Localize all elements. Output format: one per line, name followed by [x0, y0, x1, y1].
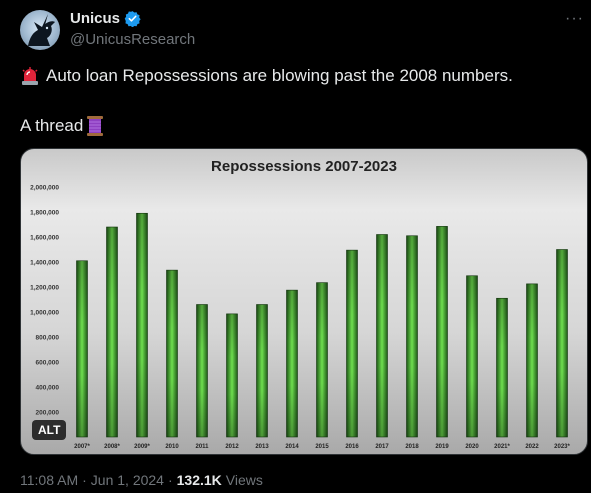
meta-separator: ·	[82, 472, 87, 488]
x-tick-label: 2009*	[134, 444, 150, 450]
bar	[466, 275, 478, 438]
x-tick-label: 2015	[315, 444, 329, 450]
y-tick-label: 1,800,000	[30, 210, 59, 217]
y-tick-label: 1,200,000	[30, 285, 59, 292]
bar	[496, 297, 508, 438]
y-tick-label: 2,000,000	[30, 185, 59, 192]
x-tick-label: 2014	[285, 444, 299, 450]
views-label: Views	[225, 472, 263, 488]
bar	[136, 212, 148, 438]
x-tick-label: 2019	[435, 444, 449, 450]
verified-badge-icon	[124, 11, 141, 27]
x-tick-label: 2016	[345, 444, 359, 450]
x-tick-label: 2021*	[494, 444, 510, 450]
y-tick-label: 600,000	[36, 360, 60, 367]
bar	[346, 249, 358, 438]
bar	[526, 283, 538, 438]
bar	[286, 289, 298, 438]
tweet-text: Auto loan Repossessions are blowing past…	[46, 66, 513, 85]
more-options-icon[interactable]: ···	[565, 10, 584, 27]
author-handle[interactable]: @UnicusResearch	[70, 31, 196, 48]
bar	[556, 249, 568, 438]
alt-badge[interactable]: ALT	[32, 420, 67, 440]
y-tick-label: 1,600,000	[30, 235, 59, 242]
y-tick-label: 200,000	[36, 410, 60, 417]
meta-separator: ·	[167, 472, 173, 488]
x-tick-label: 2022	[525, 444, 539, 450]
views-count: 132.1K	[176, 472, 222, 488]
bar	[316, 282, 328, 438]
x-tick-label: 2011	[195, 444, 209, 450]
x-tick-label: 2012	[225, 444, 239, 450]
x-tick-label: 2007*	[74, 444, 90, 450]
bar	[166, 269, 178, 438]
bar	[76, 260, 88, 438]
bar	[226, 313, 238, 438]
author-name-text: Unicus	[70, 10, 121, 27]
bar	[376, 234, 388, 438]
thread-text: A thread	[20, 116, 84, 135]
bar	[196, 304, 208, 438]
tweet-time[interactable]: 11:08 AM	[20, 472, 79, 488]
bar	[256, 304, 268, 438]
bar	[106, 226, 118, 438]
avatar[interactable]	[20, 10, 60, 50]
author-name[interactable]: Unicus	[70, 10, 141, 27]
x-tick-label: 2020	[465, 444, 479, 450]
y-tick-label: 1,400,000	[30, 260, 59, 267]
x-tick-label: 2023*	[554, 444, 570, 450]
repossessions-bar-chart: Repossessions 2007-2023 200,000 400,000 60…	[30, 158, 570, 450]
y-tick-label: 1,000,000	[30, 310, 59, 317]
thread-spool-emoji-icon	[87, 116, 104, 136]
x-tick-label: 2013	[255, 444, 269, 450]
tweet-text-line-2: A thread	[20, 115, 105, 137]
chart-title: Repossessions 2007-2023	[211, 158, 397, 175]
x-tick-label: 2018	[405, 444, 419, 450]
tweet-date[interactable]: Jun 1, 2024	[90, 472, 164, 488]
x-tick-label: 2008*	[104, 444, 120, 450]
tweet-meta: 11:08 AM · Jun 1, 2024 · 132.1K Views	[20, 472, 263, 488]
bar	[406, 235, 418, 438]
y-tick-label: 400,000	[36, 385, 60, 392]
tweet-text-line-1: Auto loan Repossessions are blowing past…	[20, 66, 513, 86]
chart-image[interactable]: Repossessions 2007-2023 200,000 400,000 60…	[20, 148, 588, 455]
siren-emoji-icon	[22, 67, 38, 85]
x-tick-label: 2017	[375, 444, 389, 450]
y-tick-label: 800,000	[36, 335, 60, 342]
bar	[436, 226, 448, 438]
x-tick-label: 2010	[165, 444, 179, 450]
unicorn-logo-icon	[28, 14, 55, 46]
